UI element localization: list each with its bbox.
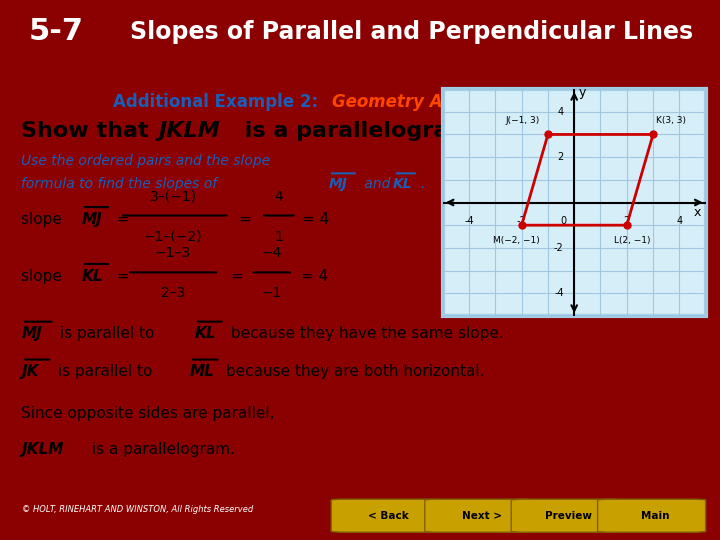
Text: © HOLT, RINEHART AND WINSTON, All Rights Reserved: © HOLT, RINEHART AND WINSTON, All Rights… (22, 505, 253, 515)
Text: −1–(−2): −1–(−2) (144, 230, 202, 244)
Text: -4: -4 (464, 216, 474, 226)
Text: is a parallelogram.: is a parallelogram. (236, 122, 480, 141)
Text: = 4: = 4 (301, 269, 328, 284)
Text: 1: 1 (274, 230, 283, 244)
Text: 2: 2 (557, 152, 564, 162)
Text: Additional Example 2:: Additional Example 2: (114, 93, 324, 111)
Text: slope: slope (22, 269, 67, 284)
Text: =: = (238, 212, 251, 227)
Text: Slopes of Parallel and Perpendicular Lines: Slopes of Parallel and Perpendicular Lin… (130, 19, 693, 44)
Text: −1: −1 (261, 286, 282, 300)
Text: JK: JK (22, 364, 39, 379)
Text: −4: −4 (261, 246, 282, 260)
FancyBboxPatch shape (511, 499, 619, 532)
Text: 5-7: 5-7 (29, 17, 84, 46)
Text: KL: KL (81, 269, 103, 284)
Text: −1–3: −1–3 (155, 246, 191, 260)
Text: MJ: MJ (328, 177, 347, 191)
Text: MJ: MJ (22, 326, 42, 341)
Text: 2–3: 2–3 (161, 286, 185, 300)
FancyBboxPatch shape (598, 499, 706, 532)
Text: Main: Main (641, 511, 670, 521)
Text: M(−2, −1): M(−2, −1) (493, 237, 540, 245)
Text: is a parallelogram.: is a parallelogram. (87, 442, 235, 457)
Text: K(3, 3): K(3, 3) (656, 116, 685, 125)
Text: Show that: Show that (22, 122, 157, 141)
Text: Next >: Next > (462, 511, 503, 521)
Text: slope: slope (22, 212, 67, 227)
Text: 2: 2 (624, 216, 630, 226)
Text: =: = (230, 269, 243, 284)
Text: < Back: < Back (369, 511, 409, 521)
Text: 4: 4 (274, 190, 283, 204)
Text: L(2, −1): L(2, −1) (613, 237, 650, 245)
Text: 4: 4 (557, 107, 564, 117)
Text: Use the ordered pairs and the slope: Use the ordered pairs and the slope (22, 154, 271, 168)
Text: -2: -2 (517, 216, 526, 226)
Text: Geometry Application: Geometry Application (332, 93, 536, 111)
Text: x: x (694, 206, 701, 219)
Text: ML: ML (189, 364, 214, 379)
FancyBboxPatch shape (331, 499, 439, 532)
Text: JKLM: JKLM (159, 122, 220, 141)
Text: =: = (112, 212, 130, 227)
Text: KL: KL (194, 326, 216, 341)
Text: MJ: MJ (81, 212, 102, 227)
Text: because they have the same slope.: because they have the same slope. (226, 326, 504, 341)
Text: -4: -4 (554, 288, 564, 298)
Text: 0: 0 (561, 216, 567, 226)
Text: because they are both horizontal.: because they are both horizontal. (221, 364, 485, 379)
Text: is parallel to: is parallel to (55, 326, 159, 341)
Text: and: and (360, 177, 395, 191)
FancyBboxPatch shape (425, 499, 533, 532)
Text: is parallel to: is parallel to (53, 364, 157, 379)
Text: Preview: Preview (545, 511, 593, 521)
Text: Since opposite sides are parallel,: Since opposite sides are parallel, (22, 406, 275, 421)
Text: KL: KL (393, 177, 413, 191)
Text: = 4: = 4 (302, 212, 329, 227)
Text: formula to find the slopes of: formula to find the slopes of (22, 177, 222, 191)
Text: J(−1, 3): J(−1, 3) (505, 116, 540, 125)
Text: -2: -2 (554, 243, 564, 253)
Text: =: = (112, 269, 130, 284)
Text: 3–(−1): 3–(−1) (150, 190, 197, 204)
Text: .: . (420, 177, 424, 191)
Text: JKLM: JKLM (22, 442, 63, 457)
Text: 4: 4 (676, 216, 683, 226)
Text: y: y (578, 86, 586, 99)
